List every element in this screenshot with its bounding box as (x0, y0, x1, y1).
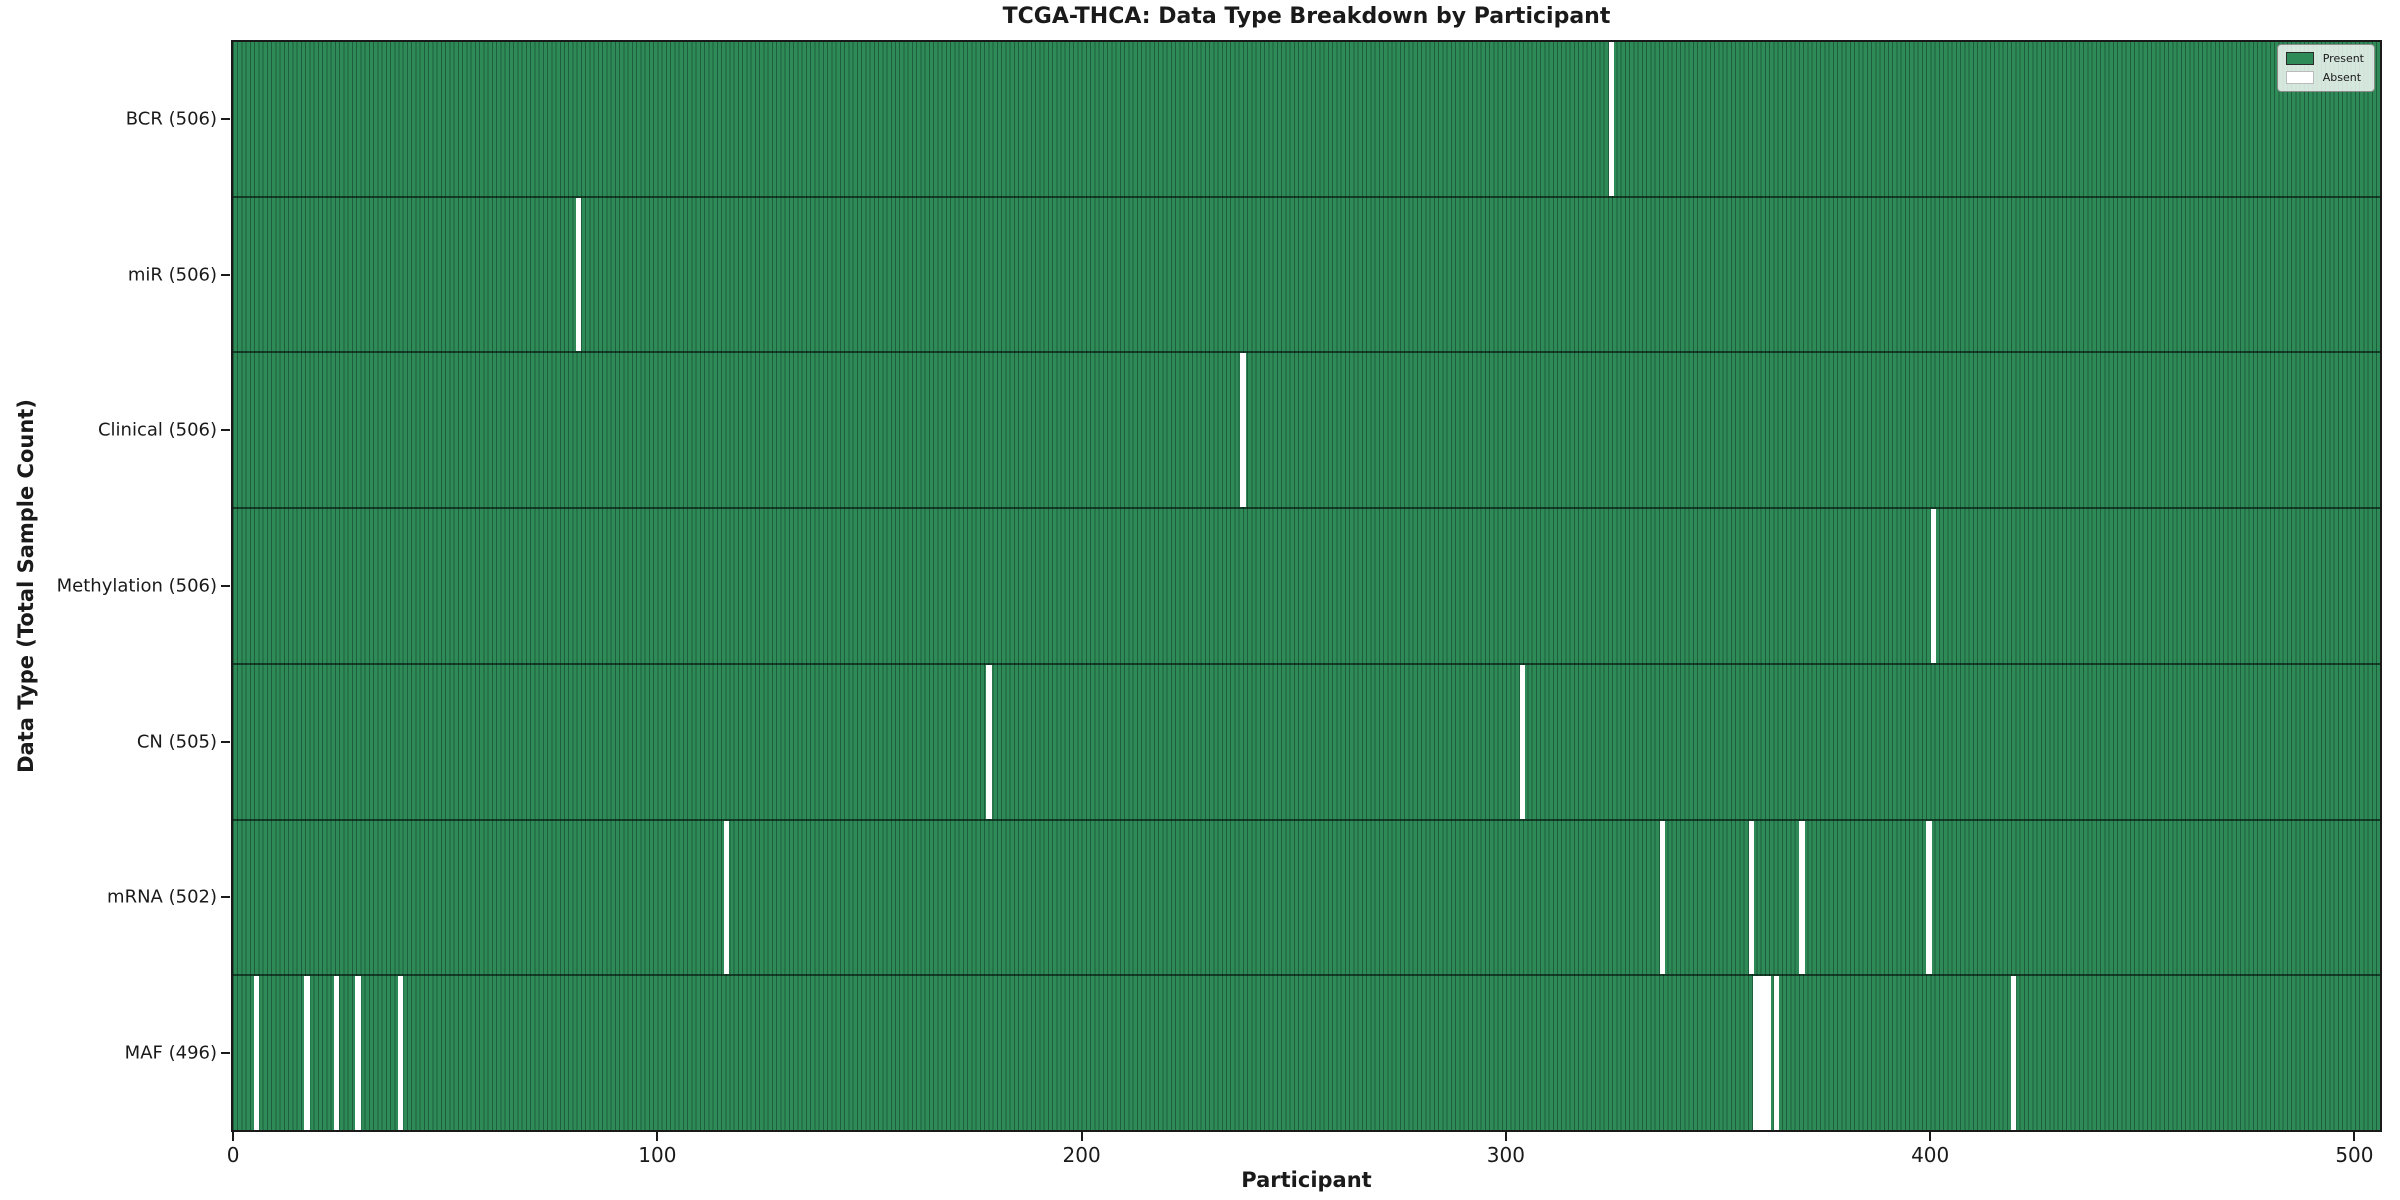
absent-line-clinical-238 (1240, 353, 1246, 508)
absent-line-bcr-325 (1608, 42, 1615, 196)
x-tick-mark (232, 1132, 235, 1141)
plot-area: Present Absent BCR (506) miR (506) Clinica… (57, 40, 2382, 1132)
row-mir: miR (506) (128, 197, 2380, 354)
absent-line-mrna-116 (723, 820, 729, 975)
row-maf: MAF (496) (125, 976, 2380, 1131)
y-tick-label-methylation: Methylation (506) (56, 575, 217, 597)
y-tick-label-mrna: mRNA (502) (107, 886, 217, 908)
y-tick-mark (221, 117, 230, 120)
absent-line-maf-359 (1752, 976, 1758, 1131)
x-axis-ticks: 0 100 200 300 400 500 (227, 1132, 2382, 1178)
x-tick-label-0: 0 (226, 1143, 240, 1167)
row-cn: CN (505) (137, 664, 2380, 821)
y-tick-label-bcr: BCR (506) (125, 108, 217, 130)
absent-line-maf-362 (1765, 976, 1771, 1131)
absent-line-maf-5 (253, 976, 259, 1131)
absent-line-cn-178 (986, 664, 992, 819)
y-tick-label-mir: miR (506) (127, 264, 217, 286)
y-tick-mark (221, 1052, 230, 1055)
legend-present-label: Present (2322, 52, 2364, 65)
x-tick-label-300: 300 (1486, 1143, 1525, 1167)
absent-line-maf-17 (304, 976, 310, 1131)
absent-line-mir-81 (575, 197, 581, 352)
absent-line-maf-361 (1761, 976, 1767, 1131)
x-tick-label-400: 400 (1911, 1143, 1950, 1167)
absent-line-cn-304 (1519, 664, 1526, 819)
y-tick-label-cn: CN (505) (136, 731, 217, 753)
absent-line-methylation-401 (1930, 509, 1936, 663)
x-tick-label-100: 100 (638, 1143, 677, 1167)
row-bcr: BCR (506) (126, 42, 2380, 198)
x-axis-label: Participant (1241, 1168, 1372, 1192)
x-tick-mark (1080, 1132, 1083, 1141)
legend-entry-present: Present (2285, 52, 2364, 65)
absent-line-mrna-358 (1748, 820, 1754, 975)
absent-line-maf-420 (2011, 976, 2017, 1131)
absent-line-mrna-370 (1799, 820, 1805, 975)
y-tick-mark (221, 740, 230, 743)
y-tick-label-maf: MAF (496) (124, 1042, 217, 1064)
row-methylation: Methylation (506) (57, 509, 2380, 665)
absent-line-maf-39 (397, 976, 403, 1131)
absent-line-mrna-337 (1659, 820, 1665, 975)
row-clinical: Clinical (506) (98, 353, 2380, 510)
x-tick-mark (1929, 1132, 1932, 1141)
absent-line-maf-364 (1773, 976, 1780, 1131)
y-tick-mark (221, 429, 230, 432)
x-tick-label-500: 500 (2335, 1143, 2374, 1167)
y-tick-mark (221, 896, 230, 899)
present-swatch-icon (2285, 52, 2314, 65)
x-tick-mark (656, 1132, 659, 1141)
y-axis-label: Data Type (Total Sample Count) (14, 399, 38, 773)
x-tick-label-200: 200 (1062, 1143, 1101, 1167)
y-tick-mark (221, 273, 230, 276)
absent-line-maf-29 (355, 976, 361, 1131)
y-tick-label-clinical: Clinical (506) (97, 419, 217, 441)
absent-line-maf-24 (334, 976, 340, 1131)
legend: Present Absent (2276, 44, 2375, 92)
chart-title: TCGA-THCA: Data Type Breakdown by Partic… (1002, 4, 1611, 29)
y-tick-mark (221, 585, 230, 588)
x-tick-mark (2353, 1132, 2356, 1141)
legend-absent-label: Absent (2322, 71, 2362, 84)
absent-swatch-icon (2285, 71, 2314, 84)
x-tick-mark (1504, 1132, 1507, 1141)
absent-line-maf-360 (1756, 976, 1763, 1131)
legend-entry-absent: Absent (2285, 71, 2364, 84)
absent-line-mrna-400 (1926, 820, 1932, 975)
row-mrna: mRNA (502) (107, 820, 2380, 977)
